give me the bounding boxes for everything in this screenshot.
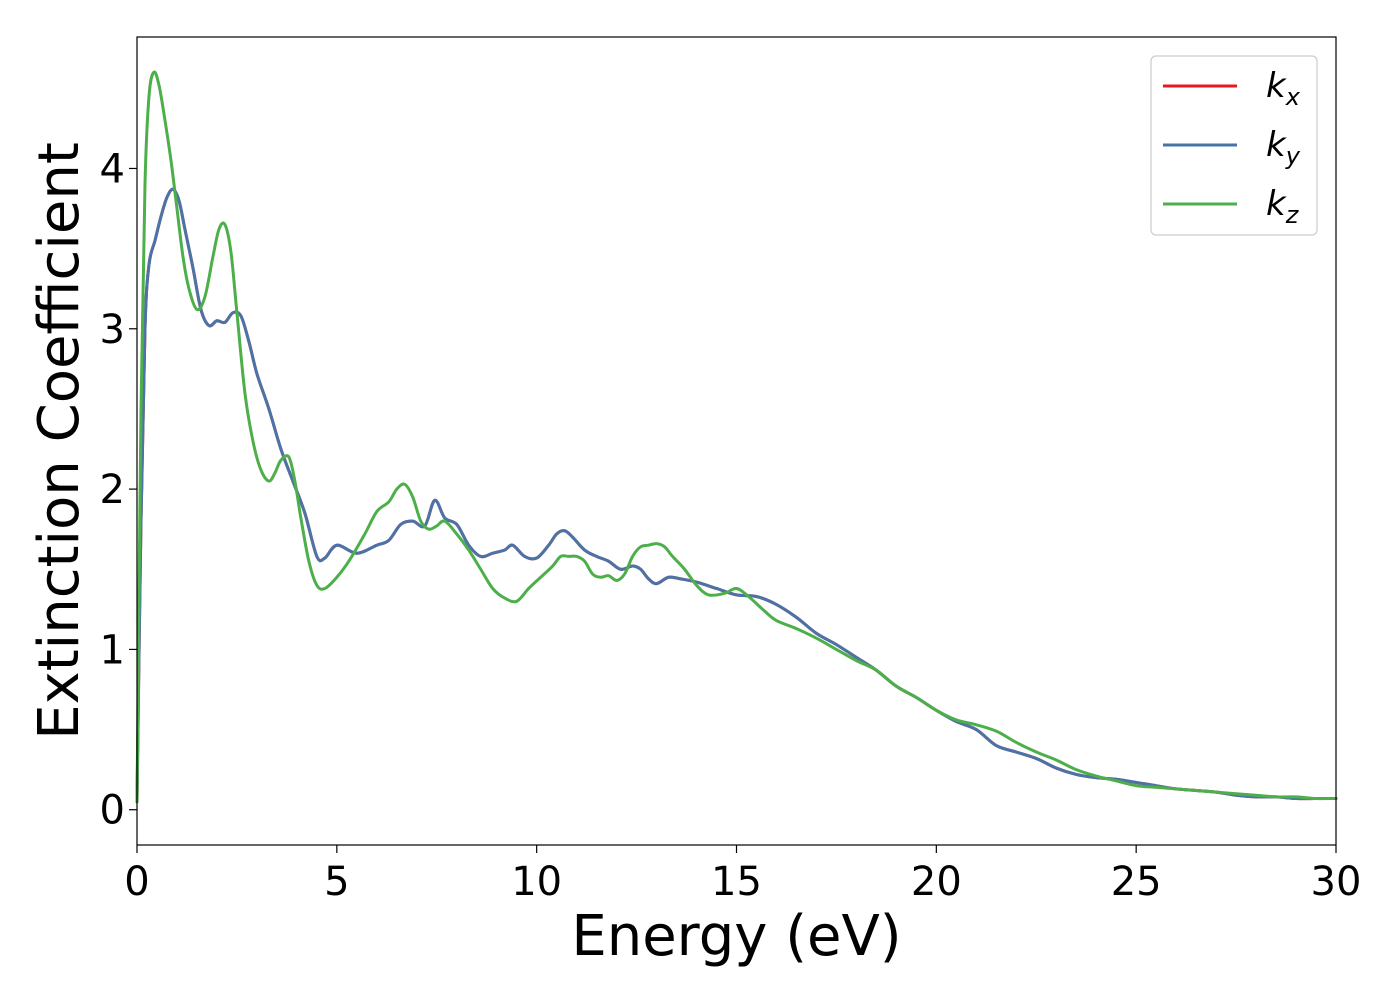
x-axis-label: Energy (eV) (571, 904, 901, 969)
y-axis-ticks: 0 1 2 3 4 (100, 146, 137, 834)
x-tick-label: 25 (1111, 859, 1162, 905)
series-line-y (135, 187, 1338, 804)
x-tick-label: 15 (711, 859, 762, 905)
x-axis-ticks: 0 5 10 15 20 25 30 (124, 845, 1361, 905)
legend-label-x: kx (1266, 66, 1301, 111)
x-tick-label: 0 (124, 859, 149, 905)
y-tick-label: 1 (100, 627, 125, 673)
x-tick-label: 5 (324, 859, 349, 905)
y-tick-label: 2 (100, 467, 125, 513)
legend: kx ky kz (1150, 55, 1318, 236)
x-tick-label: 10 (511, 859, 562, 905)
x-tick-label: 30 (1311, 859, 1362, 905)
series-layer (135, 70, 1338, 804)
series-line-z (135, 70, 1338, 804)
y-axis-label: Extinction Coefficient (27, 142, 92, 740)
y-tick-label: 0 (100, 788, 125, 834)
y-tick-label: 3 (100, 307, 125, 353)
y-tick-label: 4 (100, 146, 125, 192)
x-tick-label: 20 (911, 859, 962, 905)
legend-label-z: kz (1266, 184, 1300, 229)
legend-label-y: ky (1266, 125, 1301, 170)
